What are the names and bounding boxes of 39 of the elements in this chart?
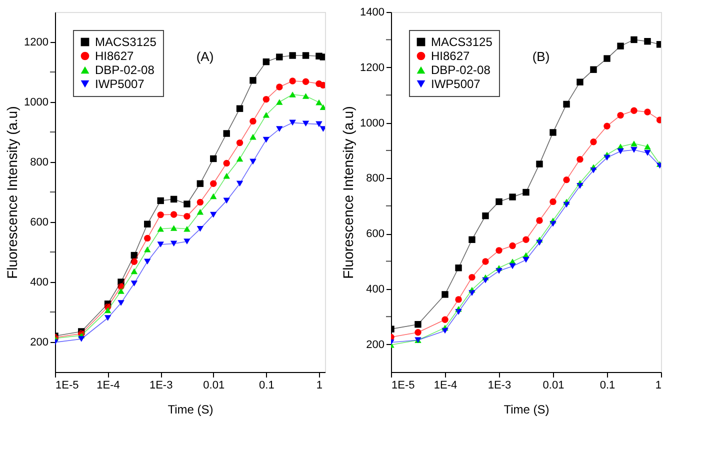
y-tick-label: 600: [366, 228, 384, 240]
legend-label: MACS3125: [95, 35, 157, 49]
y-tick-label: 1000: [360, 117, 384, 130]
x-tick-label: 1E-5: [392, 380, 415, 392]
x-tick-label: 1E-5: [56, 380, 79, 392]
annotation: (A): [196, 49, 214, 64]
x-axis-title: Time (S): [168, 402, 214, 416]
y-tick-label: 200: [30, 336, 48, 348]
x-axis-title: Time (S): [504, 402, 550, 416]
annotation: (B): [532, 49, 550, 64]
y-tick-label: 1200: [24, 36, 48, 48]
legend-label: HI8627: [431, 49, 470, 63]
legend-label: IWP5007: [95, 77, 145, 91]
y-tick-label: 800: [30, 156, 48, 168]
y-tick-label: 400: [30, 276, 48, 288]
y-tick-label: 200: [366, 338, 384, 351]
legend-label: DBP-02-08: [431, 63, 491, 77]
y-tick-label: 400: [366, 283, 384, 296]
x-tick-label: 1E-3: [488, 380, 512, 392]
legend-label: MACS3125: [431, 35, 493, 49]
x-tick-label: 1E-4: [434, 380, 458, 392]
x-tick-label: 0.1: [600, 380, 616, 392]
x-tick-label: 1: [316, 380, 323, 392]
legend-label: IWP5007: [431, 77, 481, 91]
x-tick-label: 1E-3: [149, 380, 173, 392]
y-tick-label: 1000: [24, 96, 48, 108]
x-tick-label: 0.01: [203, 380, 225, 392]
y-tick-label: 800: [366, 172, 384, 185]
legend-label: DBP-02-08: [95, 63, 155, 77]
y-tick-label: 1200: [360, 62, 384, 74]
x-tick-label: 1E-4: [96, 380, 120, 392]
y-axis-title: Fluorescence Intensity (a.u): [340, 106, 356, 279]
y-tick-label: 600: [30, 216, 48, 228]
legend-label: HI8627: [95, 49, 134, 63]
y-axis-title: Fluorescence Intensity (a.u): [4, 106, 20, 279]
x-tick-label: 1: [655, 380, 662, 392]
y-tick-label: 1400: [360, 6, 384, 18]
x-tick-label: 0.01: [542, 380, 564, 392]
x-tick-label: 0.1: [259, 380, 274, 392]
